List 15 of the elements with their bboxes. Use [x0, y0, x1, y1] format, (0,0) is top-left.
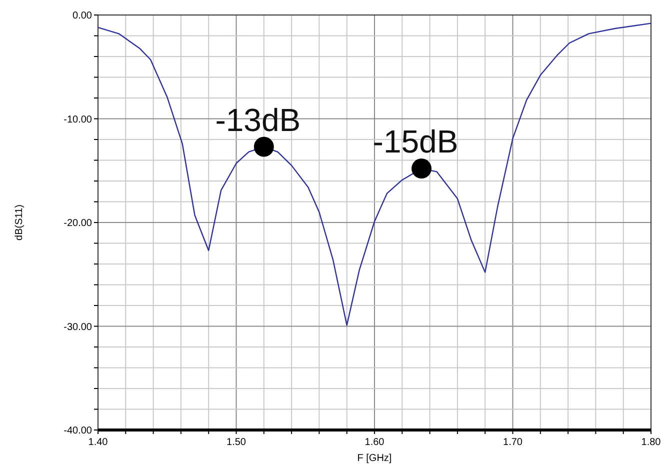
x-tick-label: 1.70	[503, 437, 523, 448]
x-axis-title: F [GHz]	[357, 453, 392, 464]
x-tick-label: 1.80	[641, 437, 662, 448]
y-tick-label: -40.00	[64, 426, 92, 436]
x-tick-label: 1.50	[226, 437, 246, 448]
line-series	[97, 22, 652, 326]
y-tick-label: -10.00	[64, 114, 92, 126]
y-tick-label: -20.00	[64, 218, 92, 229]
annotation: -13dB	[215, 102, 301, 138]
x-tick-label: 1.40	[88, 437, 108, 448]
y-tick-label: 0.00	[72, 10, 92, 22]
x-tick-label: 1.60	[364, 437, 385, 448]
y-axis-title: dB(S11)	[14, 204, 25, 240]
annotation: -15dB	[372, 124, 458, 160]
y-tick-label: -30.00	[64, 322, 92, 333]
